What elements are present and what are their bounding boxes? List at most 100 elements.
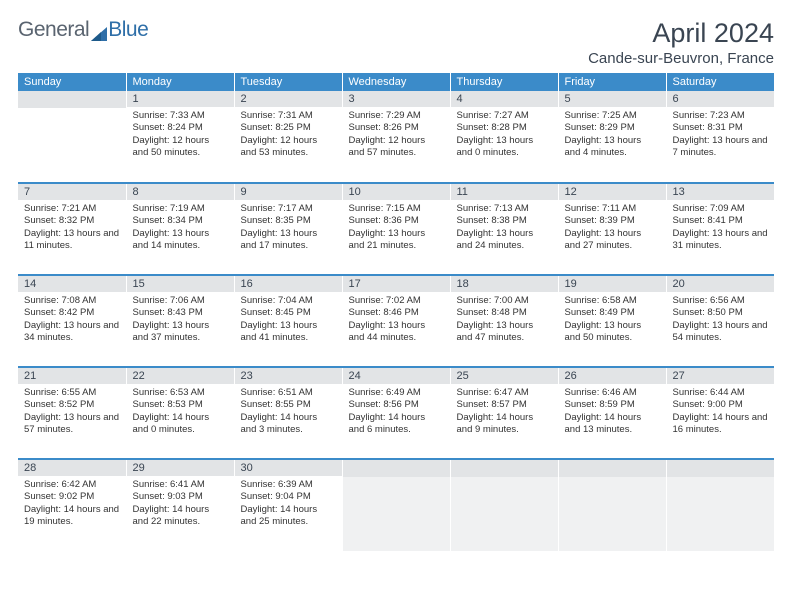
daylight-text: Daylight: 13 hours and 54 minutes.	[673, 320, 769, 345]
day-details: Sunrise: 6:58 AMSunset: 8:49 PMDaylight:…	[559, 292, 666, 350]
calendar-cell: 10Sunrise: 7:15 AMSunset: 8:36 PMDayligh…	[342, 183, 450, 275]
day-number: 16	[235, 276, 342, 292]
weekday-header: Monday	[126, 73, 234, 91]
day-details: Sunrise: 7:25 AMSunset: 8:29 PMDaylight:…	[559, 107, 666, 165]
daylight-text: Daylight: 12 hours and 50 minutes.	[133, 135, 228, 160]
day-details: Sunrise: 7:13 AMSunset: 8:38 PMDaylight:…	[451, 200, 558, 258]
sunrise-text: Sunrise: 7:27 AM	[457, 110, 552, 122]
calendar-cell: 29Sunrise: 6:41 AMSunset: 9:03 PMDayligh…	[126, 459, 234, 551]
daylight-text: Daylight: 13 hours and 0 minutes.	[457, 135, 552, 160]
day-number: 28	[18, 460, 126, 476]
daylight-text: Daylight: 13 hours and 31 minutes.	[673, 228, 769, 253]
weekday-header: Saturday	[666, 73, 774, 91]
sunset-text: Sunset: 8:36 PM	[349, 215, 444, 227]
daylight-text: Daylight: 12 hours and 57 minutes.	[349, 135, 444, 160]
day-number: 20	[667, 276, 775, 292]
sunset-text: Sunset: 8:34 PM	[133, 215, 228, 227]
sunset-text: Sunset: 8:29 PM	[565, 122, 660, 134]
daylight-text: Daylight: 13 hours and 34 minutes.	[24, 320, 120, 345]
calendar-cell: 26Sunrise: 6:46 AMSunset: 8:59 PMDayligh…	[558, 367, 666, 459]
sunrise-text: Sunrise: 7:09 AM	[673, 203, 769, 215]
sunrise-text: Sunrise: 7:04 AM	[241, 295, 336, 307]
day-details: Sunrise: 7:15 AMSunset: 8:36 PMDaylight:…	[343, 200, 450, 258]
day-details: Sunrise: 7:19 AMSunset: 8:34 PMDaylight:…	[127, 200, 234, 258]
calendar-cell: 21Sunrise: 6:55 AMSunset: 8:52 PMDayligh…	[18, 367, 126, 459]
sunrise-text: Sunrise: 7:02 AM	[349, 295, 444, 307]
day-details: Sunrise: 7:11 AMSunset: 8:39 PMDaylight:…	[559, 200, 666, 258]
calendar-cell: 23Sunrise: 6:51 AMSunset: 8:55 PMDayligh…	[234, 367, 342, 459]
sunrise-text: Sunrise: 6:55 AM	[24, 387, 120, 399]
daylight-text: Daylight: 14 hours and 25 minutes.	[241, 504, 336, 529]
day-details: Sunrise: 7:27 AMSunset: 8:28 PMDaylight:…	[451, 107, 558, 165]
day-number: 24	[343, 368, 450, 384]
sunset-text: Sunset: 8:35 PM	[241, 215, 336, 227]
calendar-row: 21Sunrise: 6:55 AMSunset: 8:52 PMDayligh…	[18, 367, 774, 459]
sunset-text: Sunset: 8:50 PM	[673, 307, 769, 319]
day-number: 6	[667, 91, 775, 107]
daylight-text: Daylight: 13 hours and 17 minutes.	[241, 228, 336, 253]
day-details	[559, 477, 666, 486]
sunset-text: Sunset: 8:31 PM	[673, 122, 769, 134]
day-number: 3	[343, 91, 450, 107]
sunset-text: Sunset: 9:00 PM	[673, 399, 769, 411]
day-number: 9	[235, 184, 342, 200]
daylight-text: Daylight: 14 hours and 22 minutes.	[133, 504, 228, 529]
daylight-text: Daylight: 13 hours and 41 minutes.	[241, 320, 336, 345]
sunset-text: Sunset: 8:49 PM	[565, 307, 660, 319]
sunrise-text: Sunrise: 6:44 AM	[673, 387, 769, 399]
month-title: April 2024	[588, 18, 774, 49]
day-number: 29	[127, 460, 234, 476]
day-number: 12	[559, 184, 666, 200]
sunrise-text: Sunrise: 6:51 AM	[241, 387, 336, 399]
calendar-cell: 24Sunrise: 6:49 AMSunset: 8:56 PMDayligh…	[342, 367, 450, 459]
day-details: Sunrise: 6:49 AMSunset: 8:56 PMDaylight:…	[343, 384, 450, 442]
day-number: 23	[235, 368, 342, 384]
brand-logo: General Blue	[18, 18, 148, 42]
calendar-cell: 19Sunrise: 6:58 AMSunset: 8:49 PMDayligh…	[558, 275, 666, 367]
calendar-cell	[666, 459, 774, 551]
daylight-text: Daylight: 13 hours and 57 minutes.	[24, 412, 120, 437]
sunset-text: Sunset: 8:26 PM	[349, 122, 444, 134]
sunrise-text: Sunrise: 7:13 AM	[457, 203, 552, 215]
day-number: 15	[127, 276, 234, 292]
calendar-cell: 30Sunrise: 6:39 AMSunset: 9:04 PMDayligh…	[234, 459, 342, 551]
day-number: 17	[343, 276, 450, 292]
day-details: Sunrise: 7:08 AMSunset: 8:42 PMDaylight:…	[18, 292, 126, 350]
day-details: Sunrise: 7:31 AMSunset: 8:25 PMDaylight:…	[235, 107, 342, 165]
day-number: 27	[667, 368, 775, 384]
sunrise-text: Sunrise: 7:31 AM	[241, 110, 336, 122]
day-details: Sunrise: 6:53 AMSunset: 8:53 PMDaylight:…	[127, 384, 234, 442]
daylight-text: Daylight: 12 hours and 53 minutes.	[241, 135, 336, 160]
sunset-text: Sunset: 8:25 PM	[241, 122, 336, 134]
sunset-text: Sunset: 8:32 PM	[24, 215, 120, 227]
calendar-cell: 18Sunrise: 7:00 AMSunset: 8:48 PMDayligh…	[450, 275, 558, 367]
daylight-text: Daylight: 14 hours and 3 minutes.	[241, 412, 336, 437]
daylight-text: Daylight: 14 hours and 13 minutes.	[565, 412, 660, 437]
sunset-text: Sunset: 8:56 PM	[349, 399, 444, 411]
sunset-text: Sunset: 8:43 PM	[133, 307, 228, 319]
calendar-cell: 9Sunrise: 7:17 AMSunset: 8:35 PMDaylight…	[234, 183, 342, 275]
brand-triangle-icon	[91, 23, 107, 37]
day-details: Sunrise: 6:51 AMSunset: 8:55 PMDaylight:…	[235, 384, 342, 442]
day-details: Sunrise: 6:55 AMSunset: 8:52 PMDaylight:…	[18, 384, 126, 442]
daylight-text: Daylight: 13 hours and 11 minutes.	[24, 228, 120, 253]
calendar-cell: 28Sunrise: 6:42 AMSunset: 9:02 PMDayligh…	[18, 459, 126, 551]
day-details: Sunrise: 7:00 AMSunset: 8:48 PMDaylight:…	[451, 292, 558, 350]
sunrise-text: Sunrise: 7:00 AM	[457, 295, 552, 307]
day-details: Sunrise: 7:23 AMSunset: 8:31 PMDaylight:…	[667, 107, 775, 165]
daylight-text: Daylight: 13 hours and 24 minutes.	[457, 228, 552, 253]
sunset-text: Sunset: 8:48 PM	[457, 307, 552, 319]
day-number: 25	[451, 368, 558, 384]
sunrise-text: Sunrise: 6:46 AM	[565, 387, 660, 399]
calendar-cell: 3Sunrise: 7:29 AMSunset: 8:26 PMDaylight…	[342, 91, 450, 183]
calendar-cell: 20Sunrise: 6:56 AMSunset: 8:50 PMDayligh…	[666, 275, 774, 367]
sunset-text: Sunset: 8:24 PM	[133, 122, 228, 134]
calendar-cell: 25Sunrise: 6:47 AMSunset: 8:57 PMDayligh…	[450, 367, 558, 459]
day-details: Sunrise: 6:42 AMSunset: 9:02 PMDaylight:…	[18, 476, 126, 534]
weekday-header: Friday	[558, 73, 666, 91]
calendar-cell: 11Sunrise: 7:13 AMSunset: 8:38 PMDayligh…	[450, 183, 558, 275]
day-number: 14	[18, 276, 126, 292]
weekday-header: Thursday	[450, 73, 558, 91]
sunrise-text: Sunrise: 6:47 AM	[457, 387, 552, 399]
weekday-header-row: Sunday Monday Tuesday Wednesday Thursday…	[18, 73, 774, 91]
